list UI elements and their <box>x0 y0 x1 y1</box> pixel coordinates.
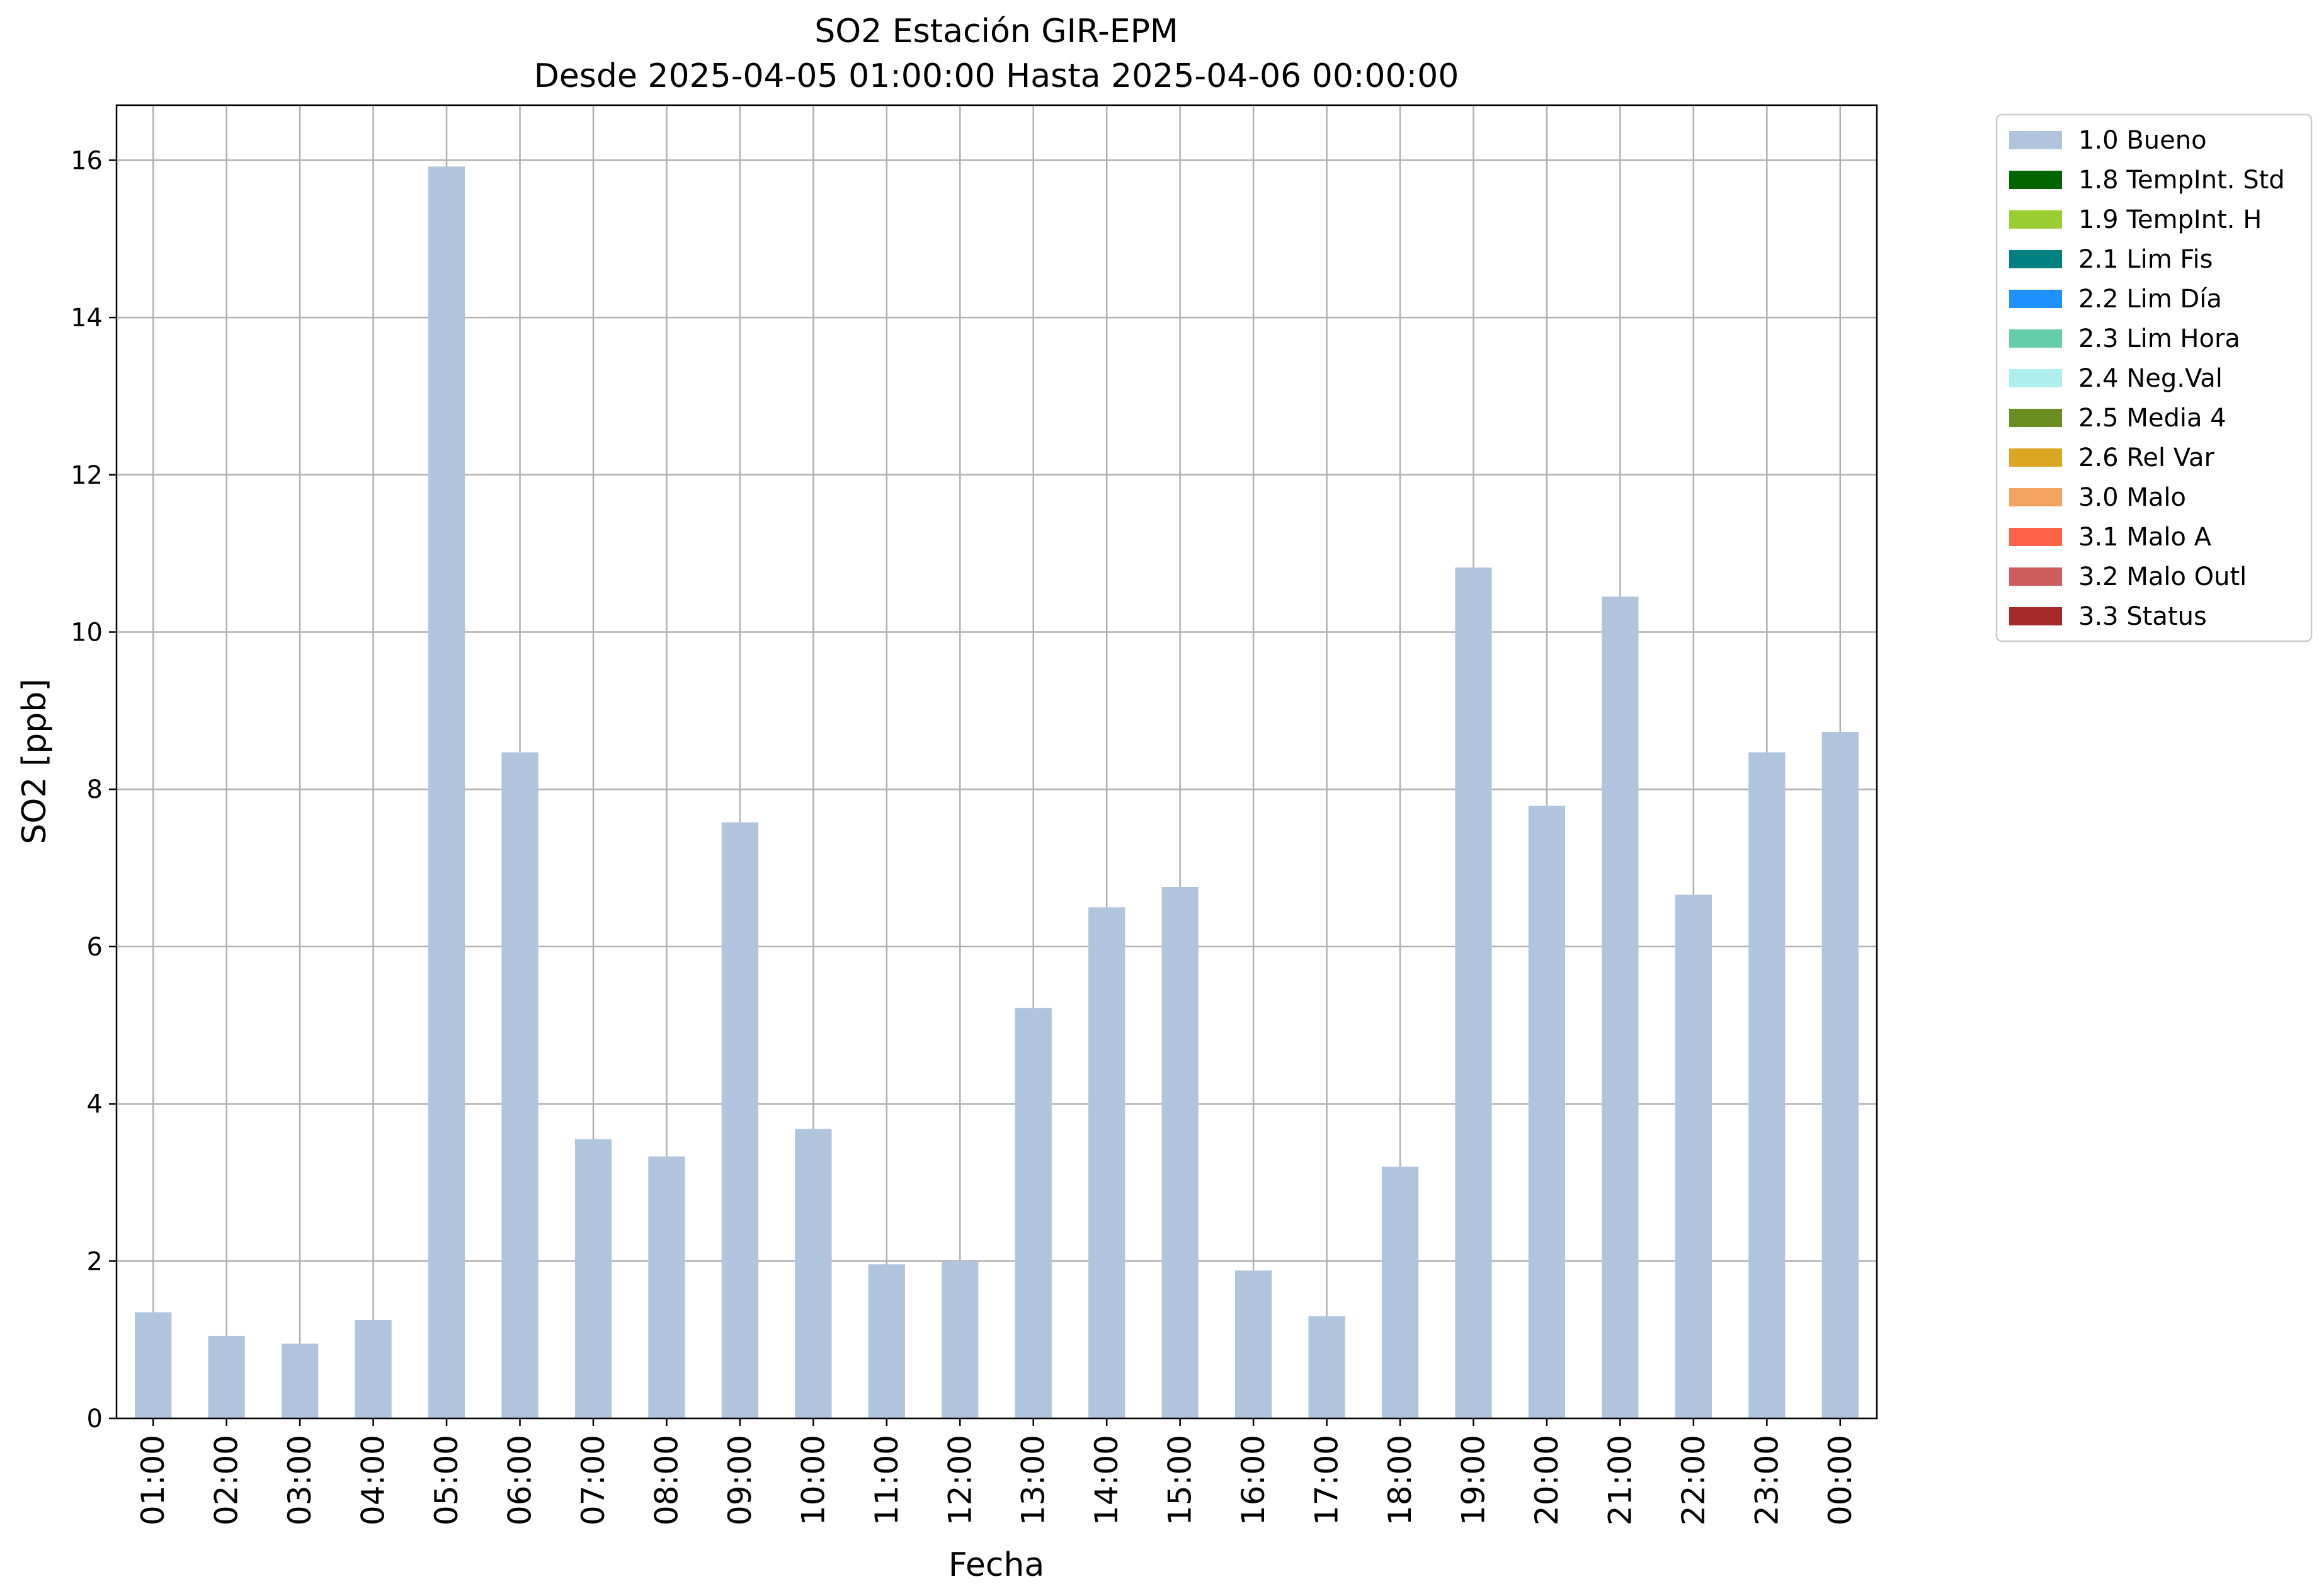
x-tick-label: 21:00 <box>1602 1435 1638 1525</box>
bar <box>501 752 538 1418</box>
bar <box>1381 1166 1419 1418</box>
x-tick-label: 12:00 <box>942 1435 978 1525</box>
x-tick-label: 10:00 <box>795 1435 831 1525</box>
legend-label: 3.1 Malo A <box>2078 523 2212 552</box>
x-axis-label: Fecha <box>949 1546 1044 1584</box>
bar <box>868 1264 905 1418</box>
bar <box>1088 907 1125 1418</box>
legend-swatch <box>2009 250 2062 268</box>
x-tick-label: 07:00 <box>575 1435 612 1525</box>
bar <box>574 1139 612 1418</box>
legend-label: 2.4 Neg.Val <box>2078 364 2223 393</box>
legend-label: 1.0 Bueno <box>2078 126 2207 155</box>
legend-swatch <box>2009 488 2062 506</box>
legend-label: 2.2 Lim Día <box>2078 285 2222 314</box>
y-tick-label: 2 <box>87 1247 103 1276</box>
y-axis-label: SO2 [ppb] <box>16 678 54 844</box>
x-tick-label: 05:00 <box>428 1435 465 1525</box>
x-tick-label: 20:00 <box>1529 1435 1565 1525</box>
bar <box>648 1156 685 1418</box>
y-tick-label: 14 <box>71 304 103 333</box>
bar <box>208 1335 245 1418</box>
x-tick-label: 04:00 <box>355 1435 392 1525</box>
y-tick-label: 8 <box>87 775 103 804</box>
bar <box>1161 887 1199 1418</box>
y-tick-label: 16 <box>71 146 103 175</box>
bar <box>1528 806 1566 1418</box>
legend-swatch <box>2009 131 2062 149</box>
legend-swatch <box>2009 448 2062 467</box>
y-tick-label: 4 <box>87 1090 103 1119</box>
legend-label: 2.1 Lim Fis <box>2078 245 2213 274</box>
chart-title: SO2 Estación GIR-EPM <box>814 13 1178 50</box>
y-tick-label: 0 <box>87 1405 103 1434</box>
legend-label: 2.5 Media 4 <box>2078 404 2226 433</box>
legend-swatch <box>2009 171 2062 189</box>
legend-swatch <box>2009 409 2062 427</box>
x-tick-label: 08:00 <box>648 1435 685 1525</box>
x-tick-label: 14:00 <box>1088 1435 1125 1525</box>
legend-frame <box>1995 113 2313 642</box>
bar <box>1455 567 1492 1418</box>
legend: 1.0 Bueno 1.8 TempInt. Std 1.9 TempInt. H 2… <box>1995 113 2313 642</box>
x-tick-label: 19:00 <box>1455 1435 1491 1525</box>
legend-swatch <box>2009 567 2062 586</box>
x-tick-label: 11:00 <box>869 1435 905 1525</box>
x-tick-label: 03:00 <box>282 1435 318 1525</box>
bars <box>135 166 1859 1418</box>
bar <box>795 1129 832 1418</box>
bar <box>942 1261 979 1418</box>
x-tick-label: 17:00 <box>1309 1435 1345 1525</box>
x-tick-label: 01:00 <box>135 1435 171 1525</box>
bar <box>1821 732 1859 1418</box>
legend-label: 1.8 TempInt. Std <box>2078 166 2285 195</box>
x-tick-label: 22:00 <box>1675 1435 1712 1525</box>
legend-swatch <box>2009 210 2062 229</box>
y-tick-label: 12 <box>71 461 103 490</box>
bar <box>1602 596 1639 1418</box>
x-tick-label: 02:00 <box>208 1435 245 1525</box>
chart-subtitle: Desde 2025-04-05 01:00:00 Hasta 2025-04-… <box>534 57 1459 95</box>
legend-swatch <box>2009 369 2062 387</box>
legend-swatch <box>2009 290 2062 308</box>
bar <box>1675 894 1712 1418</box>
bar <box>135 1312 172 1418</box>
bar <box>1234 1270 1272 1418</box>
bar <box>1748 752 1786 1418</box>
legend-label: 2.3 Lim Hora <box>2078 324 2240 353</box>
legend-label: 3.2 Malo Outl <box>2078 562 2247 591</box>
bar <box>355 1320 392 1418</box>
legend-swatch <box>2009 329 2062 348</box>
y-tick-label: 10 <box>71 618 103 647</box>
bar <box>721 822 759 1418</box>
x-tick-label: 16:00 <box>1235 1435 1272 1525</box>
legend-label: 3.3 Status <box>2078 602 2207 631</box>
legend-swatch <box>2009 528 2062 546</box>
x-tick-label: 09:00 <box>722 1435 758 1525</box>
x-tick-label: 15:00 <box>1162 1435 1199 1525</box>
bar <box>428 166 465 1418</box>
bar <box>1015 1008 1052 1418</box>
bar <box>1308 1316 1345 1418</box>
x-tick-label: 23:00 <box>1748 1435 1785 1525</box>
legend-label: 2.6 Rel Var <box>2078 443 2215 472</box>
x-tick-label: 00:00 <box>1822 1435 1859 1525</box>
x-tick-label: 06:00 <box>502 1435 538 1525</box>
x-tick-label: 18:00 <box>1382 1435 1418 1525</box>
legend-label: 3.0 Malo <box>2078 483 2186 512</box>
x-axis: 01:00 02:00 03:00 04:00 05:00 06:00 07:00 08:00… <box>135 1418 1859 1525</box>
legend-swatch <box>2009 607 2062 625</box>
y-tick-label: 6 <box>87 933 103 962</box>
y-axis: 0 2 4 6 8 10 12 14 16 <box>71 146 117 1434</box>
plot-frame <box>115 104 1878 1420</box>
legend-label: 1.9 TempInt. H <box>2078 205 2262 234</box>
bar <box>282 1343 319 1418</box>
x-tick-label: 13:00 <box>1015 1435 1052 1525</box>
